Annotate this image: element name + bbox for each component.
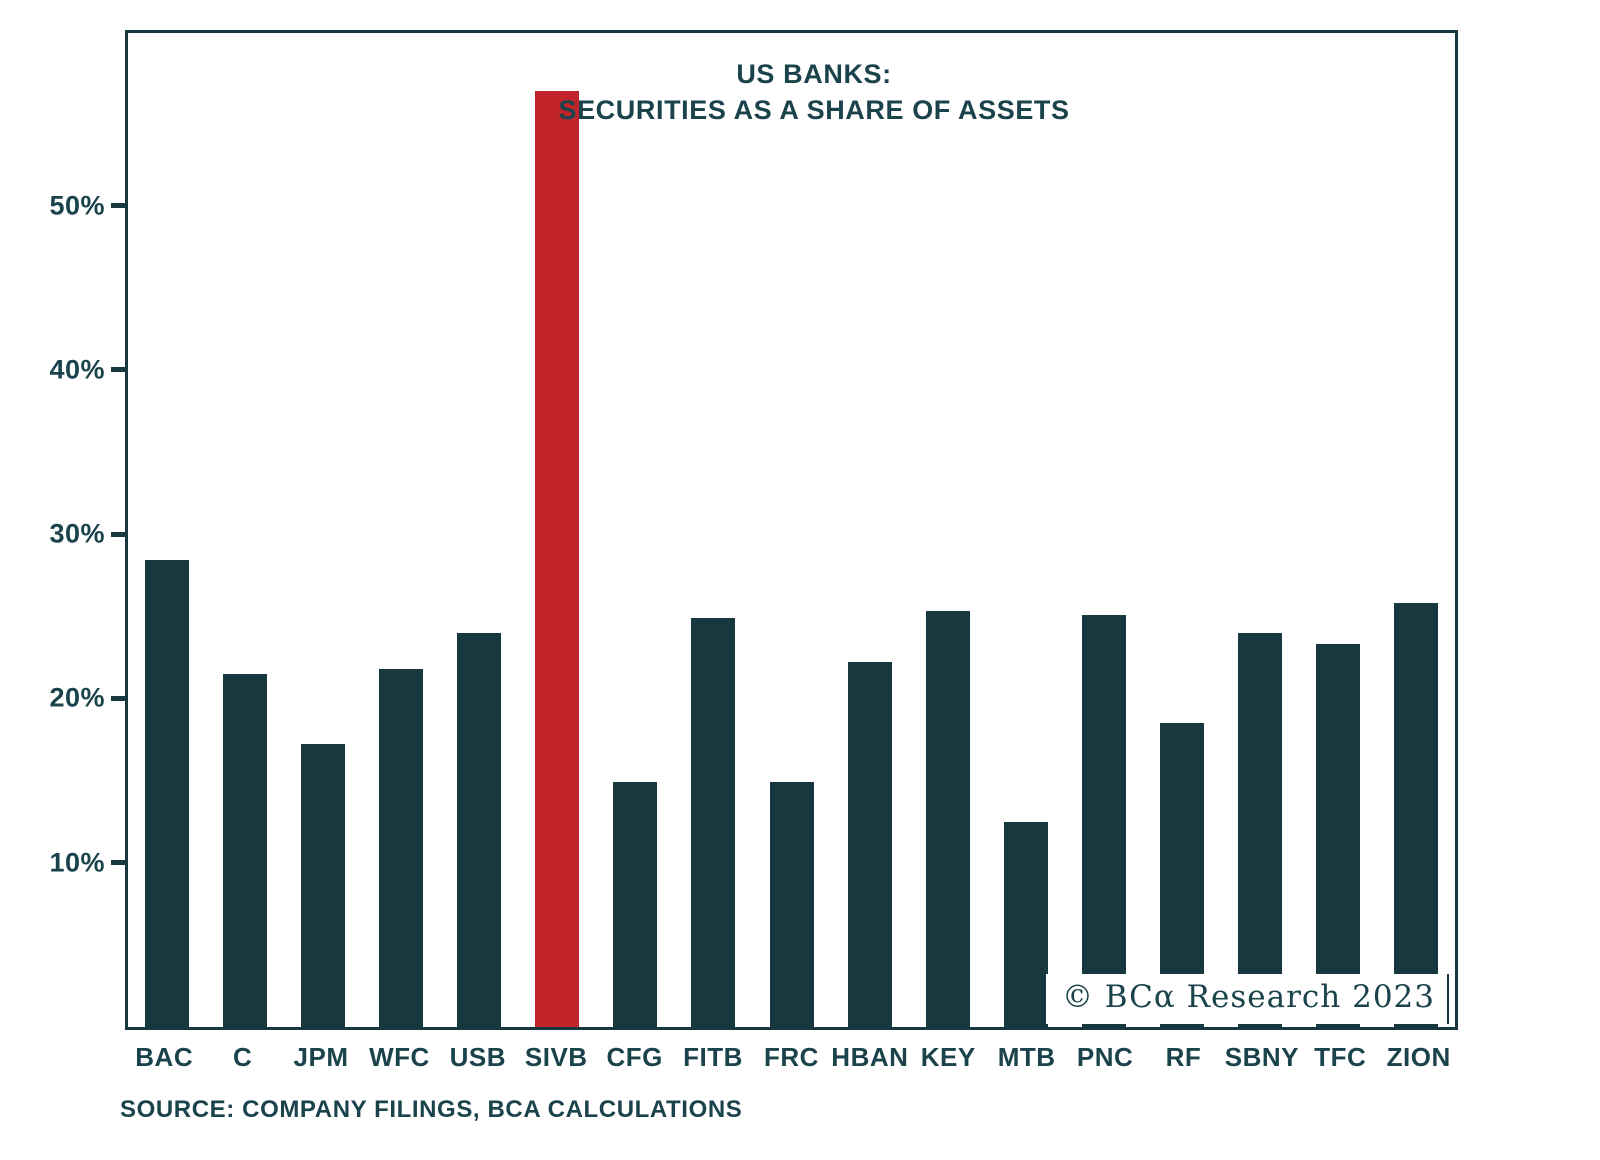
bar-wfc — [379, 668, 424, 1027]
x-axis-label-tfc: TFC — [1314, 1042, 1367, 1072]
y-axis-label-50: 50% — [49, 190, 105, 220]
chart-title-line1: US BANKS: — [736, 59, 892, 89]
x-axis-label-bac: BAC — [135, 1042, 194, 1072]
chart-title: US BANKS: SECURITIES AS A SHARE OF ASSET… — [558, 57, 1069, 128]
bar-column-mtb — [987, 33, 1065, 1027]
bar-jpm — [301, 744, 346, 1027]
bar-mtb — [1003, 821, 1048, 1027]
bar-usb — [457, 632, 502, 1027]
x-axis-label-wfc: WFC — [369, 1042, 430, 1072]
bar-column-key — [909, 33, 987, 1027]
bar-key — [925, 611, 970, 1027]
bar-bac — [145, 560, 190, 1027]
bar-column-wfc — [362, 33, 440, 1027]
bar-fitb — [691, 617, 736, 1027]
bar-sbny — [1237, 632, 1282, 1027]
bar-column-zion — [1377, 33, 1455, 1027]
y-tick-30 — [111, 531, 125, 537]
bar-hban — [847, 662, 892, 1027]
x-axis-label-sbny: SBNY — [1224, 1042, 1300, 1072]
x-axis-label-zion: ZION — [1386, 1042, 1451, 1072]
x-axis-label-pnc: PNC — [1076, 1042, 1134, 1072]
bar-column-frc — [753, 33, 831, 1027]
y-axis-label-10: 10% — [49, 847, 105, 878]
x-axis-labels: BAC C JPM WFC USB SIVB CFG FITB FRC HBAN KEY MTB PNC… — [125, 1033, 1458, 1073]
bar-column-jpm — [284, 33, 362, 1027]
bar-column-pnc — [1065, 33, 1143, 1027]
y-axis-label-40: 40% — [49, 354, 105, 385]
x-axis-label-fitb: FITB — [683, 1042, 743, 1072]
x-axis-label-hban: HBAN — [831, 1042, 909, 1072]
x-axis-label-sivb: SIVB — [524, 1042, 588, 1072]
y-axis-label-20: 20% — [49, 682, 105, 713]
source-note: SOURCE: COMPANY FILINGS, BCA CALCULATION… — [120, 1096, 743, 1123]
bar-column-cfg — [596, 33, 674, 1027]
y-axis-label-30: 30% — [49, 518, 105, 549]
bar-column-sivb — [518, 33, 596, 1027]
watermark: © BCα Research 2023 — [1045, 974, 1449, 1024]
x-axis-label-mtb: MTB — [997, 1042, 1056, 1072]
y-tick-50 — [111, 203, 125, 208]
plot-area: US BANKS: SECURITIES AS A SHARE OF ASSET… — [111, 30, 1458, 1030]
bars-container — [128, 33, 1455, 1027]
bar-column-rf — [1143, 33, 1221, 1027]
bar-cfg — [613, 782, 658, 1027]
x-axis-label-usb: USB — [449, 1042, 507, 1072]
bar-column-bac — [128, 33, 206, 1027]
x-axis-label-key: KEY — [920, 1042, 976, 1072]
bar-column-tfc — [1299, 33, 1377, 1027]
x-axis-label-rf: RF — [1165, 1042, 1202, 1072]
x-axis-label-jpm: JPM — [293, 1042, 349, 1072]
y-tick-20 — [111, 695, 125, 701]
bar-sivb — [535, 90, 580, 1027]
bar-pnc — [1081, 614, 1126, 1027]
bar-frc — [769, 782, 814, 1027]
y-tick-10 — [111, 860, 125, 866]
y-tick-40 — [111, 367, 125, 373]
x-axis-label-cfg: CFG — [606, 1042, 663, 1072]
chart-title-line2: SECURITIES AS A SHARE OF ASSETS — [558, 94, 1070, 125]
bar-column-c — [206, 33, 284, 1027]
bar-column-sbny — [1221, 33, 1299, 1027]
bar-column-usb — [440, 33, 518, 1027]
x-axis-label-frc: FRC — [763, 1042, 819, 1072]
bar-zion — [1394, 603, 1439, 1027]
x-axis-label-c: C — [232, 1042, 253, 1072]
bar-column-fitb — [674, 33, 752, 1027]
bar-column-hban — [831, 33, 909, 1027]
y-axis-labels: 10% 20% 30% 40% 50% — [0, 30, 125, 1030]
bar-tfc — [1315, 644, 1360, 1027]
bar-c — [223, 673, 268, 1027]
